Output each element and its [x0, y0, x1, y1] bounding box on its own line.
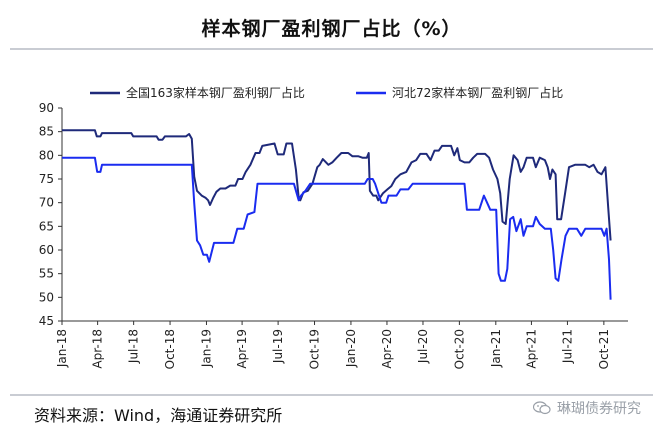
x-tick-label: Oct-18: [163, 329, 177, 369]
x-tick-label: Apr-20: [380, 329, 394, 369]
chart-lines: [62, 129, 612, 300]
legend-label: 全国163家样本钢厂盈利钢厂占比: [126, 85, 305, 100]
x-tick-label: Jul-19: [271, 329, 285, 364]
x-tick-label: Oct-21: [597, 329, 611, 369]
x-tick-label: Oct-20: [452, 329, 466, 369]
legend-label: 河北72家样本钢厂盈利钢厂占比: [392, 85, 563, 100]
x-tick-label: Jul-20: [416, 329, 430, 364]
y-tick-label: 80: [39, 148, 54, 162]
series-line-hebei: [62, 156, 612, 300]
x-tick-label: Jan-19: [199, 329, 213, 368]
footer-divider: [10, 394, 653, 396]
title-divider: [10, 48, 653, 50]
y-tick-label: 50: [39, 290, 54, 304]
watermark: 琳瑚债券研究: [533, 398, 641, 418]
chart-axes: 45 50 55 60 65 70 75 80 85 90 Jan-18 Apr-18 Jul-18 Oc…: [39, 101, 628, 369]
watermark-text: 琳瑚债券研究: [557, 401, 641, 417]
x-tick-label: Apr-19: [235, 329, 249, 369]
x-tick-label: Oct-19: [308, 329, 322, 369]
x-tick-label: Jan-20: [344, 329, 358, 368]
wechat-icon: [533, 401, 551, 415]
page-title: 样本钢厂盈利钢厂占比（%）: [201, 18, 462, 40]
y-tick-label: 75: [39, 172, 54, 186]
y-tick-label: 90: [39, 101, 54, 115]
y-tick-label: 45: [39, 314, 54, 328]
y-tick-label: 65: [39, 219, 54, 233]
x-tick-label: Jul-21: [560, 329, 574, 364]
x-tick-label: Apr-21: [524, 329, 538, 369]
series-line-national: [62, 129, 612, 241]
y-tick-label: 70: [39, 196, 54, 210]
source-note: 资料来源：Wind，海通证券研究所: [34, 406, 283, 425]
y-tick-label: 85: [39, 125, 54, 139]
y-tick-label: 55: [39, 267, 54, 281]
chart-legend: 全国163家样本钢厂盈利钢厂占比 河北72家样本钢厂盈利钢厂占比: [90, 85, 563, 100]
x-tick-label: Jul-18: [127, 329, 141, 364]
x-tick-label: Jan-21: [489, 329, 503, 368]
x-tick-label: Jan-18: [55, 329, 69, 368]
y-tick-label: 60: [39, 243, 54, 257]
x-tick-label: Apr-18: [91, 329, 105, 369]
